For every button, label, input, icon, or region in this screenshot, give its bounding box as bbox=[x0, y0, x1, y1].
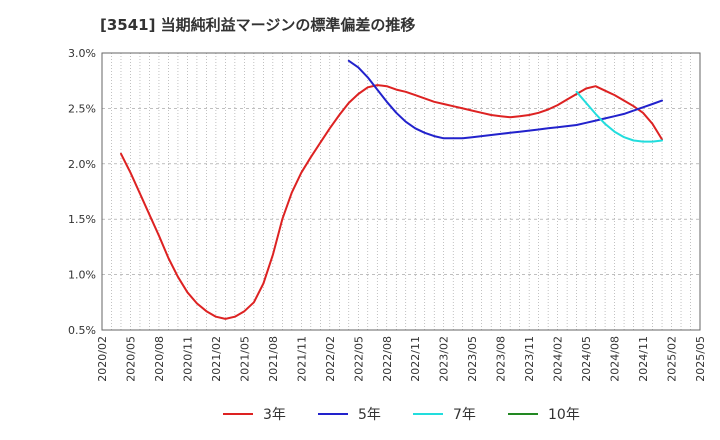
x-tick-label: 2024/11 bbox=[637, 336, 650, 382]
x-tick-label: 2024/05 bbox=[580, 336, 593, 382]
x-tick-label: 2023/02 bbox=[438, 336, 451, 382]
legend-label: 5年 bbox=[358, 407, 381, 423]
x-axis: 2020/02 2020/05 2020/08 2020/11 2021/02 2021/… bbox=[96, 336, 707, 382]
plot-area bbox=[101, 52, 701, 331]
x-tick-label: 2022/05 bbox=[352, 336, 365, 382]
y-tick-label: 1.0% bbox=[68, 269, 96, 282]
series-line-5年 bbox=[347, 59, 663, 140]
x-tick-label: 2021/11 bbox=[295, 336, 308, 382]
y-tick-label: 2.5% bbox=[68, 102, 96, 115]
x-tick-label: 2023/05 bbox=[466, 336, 479, 382]
y-axis: 3.0% 2.5% 2.0% 1.5% 1.0% 0.5% bbox=[68, 47, 96, 337]
x-tick-label: 2022/08 bbox=[381, 336, 394, 382]
x-tick-label: 2022/11 bbox=[409, 336, 422, 382]
x-tick-label: 2021/05 bbox=[238, 336, 251, 382]
x-tick-label: 2024/08 bbox=[609, 336, 622, 382]
y-tick-label: 0.5% bbox=[68, 324, 96, 337]
x-tick-label: 2023/11 bbox=[523, 336, 536, 382]
x-tick-label: 2020/02 bbox=[96, 336, 109, 382]
x-tick-label: 2020/08 bbox=[153, 336, 166, 382]
legend-label: 3年 bbox=[263, 407, 286, 423]
y-tick-label: 1.5% bbox=[68, 213, 96, 226]
x-tick-label: 2021/02 bbox=[210, 336, 223, 382]
y-tick-label: 3.0% bbox=[68, 47, 96, 60]
x-tick-label: 2020/05 bbox=[124, 336, 137, 382]
legend: 3年 5年 7年 10年 bbox=[223, 407, 580, 423]
series-lines bbox=[120, 59, 663, 320]
legend-label: 10年 bbox=[548, 407, 580, 423]
x-tick-label: 2021/08 bbox=[267, 336, 280, 382]
series-line-7年 bbox=[575, 90, 663, 143]
x-tick-label: 2025/05 bbox=[694, 336, 707, 382]
chart-title: [3541] 当期純利益マージンの標準偏差の推移 bbox=[100, 16, 415, 34]
x-tick-label: 2025/02 bbox=[666, 336, 679, 382]
series-line-3年 bbox=[120, 84, 663, 320]
legend-label: 7年 bbox=[453, 407, 476, 423]
x-tick-label: 2023/08 bbox=[495, 336, 508, 382]
x-tick-label: 2020/11 bbox=[181, 336, 194, 382]
x-tick-label: 2024/02 bbox=[552, 336, 565, 382]
y-tick-label: 2.0% bbox=[68, 158, 96, 171]
x-tick-label: 2022/02 bbox=[324, 336, 337, 382]
